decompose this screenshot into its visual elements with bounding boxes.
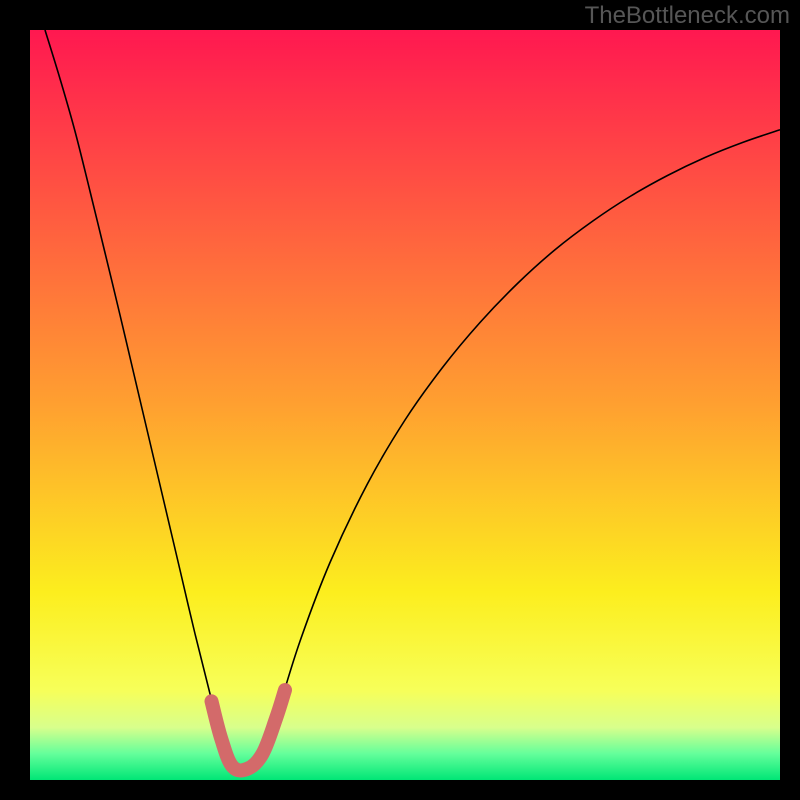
bottleneck-chart: [0, 0, 800, 800]
chart-plot-area: [30, 30, 780, 780]
chart-container: TheBottleneck.com: [0, 0, 800, 800]
watermark-text: TheBottleneck.com: [585, 2, 790, 30]
